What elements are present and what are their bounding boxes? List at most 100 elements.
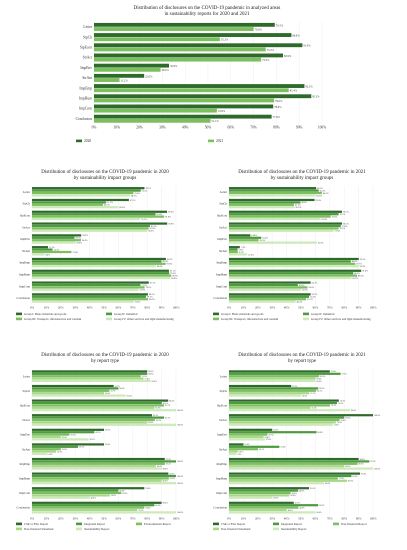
data-label: 54.0% bbox=[111, 495, 117, 497]
bar bbox=[229, 295, 310, 298]
bar bbox=[229, 511, 316, 514]
data-label: 50.0% bbox=[302, 290, 308, 292]
tick-label: 20% bbox=[255, 517, 261, 521]
legend-swatch bbox=[136, 522, 142, 526]
category-label: ImpHum bbox=[216, 477, 227, 481]
category-label: StrAct bbox=[22, 225, 30, 229]
legend-swatch bbox=[76, 522, 82, 526]
data-label: 30.0% bbox=[76, 242, 82, 244]
data-label: 90.0% bbox=[163, 468, 169, 470]
bar bbox=[94, 84, 305, 88]
data-label: 60.0% bbox=[316, 195, 322, 197]
bar bbox=[32, 265, 156, 268]
bar bbox=[94, 43, 303, 48]
chart-title: Distribution of disclosures on the COVID… bbox=[238, 353, 366, 364]
bar bbox=[32, 293, 148, 296]
data-label: 78.2% bbox=[146, 287, 152, 289]
data-label: 80.5% bbox=[149, 294, 155, 296]
bar bbox=[32, 511, 176, 514]
bar bbox=[32, 392, 104, 395]
tick-label: 50% bbox=[298, 306, 304, 310]
tick-label: 0% bbox=[227, 306, 232, 310]
legend-label: CSR or ESG Report bbox=[221, 522, 245, 526]
tick-label: 0% bbox=[30, 306, 35, 310]
bar bbox=[94, 67, 161, 72]
data-label: 88.9% bbox=[358, 275, 364, 277]
tick-label: 60% bbox=[116, 517, 122, 521]
data-label: 100.0% bbox=[177, 512, 184, 514]
legend-swatch bbox=[273, 522, 279, 526]
data-label: 72.0% bbox=[334, 425, 340, 427]
bar bbox=[32, 257, 166, 261]
data-label: 100.0% bbox=[374, 415, 381, 417]
data-label: 85.0% bbox=[155, 408, 161, 410]
bar bbox=[229, 288, 301, 291]
data-label: 20.0% bbox=[62, 437, 68, 439]
bar bbox=[229, 479, 348, 482]
chart-2020-report-type: Distribution of disclosures on the COVID… bbox=[10, 353, 200, 545]
data-label: 53.5% bbox=[307, 299, 313, 301]
data-label: 91.7% bbox=[165, 417, 171, 419]
data-label: 97.5% bbox=[370, 461, 376, 463]
bar bbox=[32, 222, 168, 225]
bar bbox=[32, 227, 149, 230]
tick-label: 60% bbox=[313, 306, 319, 310]
bar bbox=[32, 428, 104, 431]
legend-swatch bbox=[16, 317, 22, 321]
bar bbox=[229, 203, 294, 206]
category-label: StrAct bbox=[83, 56, 92, 60]
legend-swatch bbox=[273, 527, 279, 531]
bar bbox=[32, 198, 129, 202]
tick-label: 90% bbox=[159, 306, 165, 310]
bar bbox=[94, 118, 211, 123]
data-label: 30.0% bbox=[273, 498, 279, 500]
bar bbox=[229, 399, 339, 402]
data-label: 47.8% bbox=[299, 285, 305, 287]
data-label: 100.0% bbox=[177, 461, 184, 463]
bar bbox=[32, 409, 176, 412]
bar bbox=[229, 224, 341, 228]
category-label: StrAct bbox=[22, 418, 30, 422]
tick-label: 20% bbox=[136, 126, 143, 130]
data-label: 75.5% bbox=[142, 190, 148, 192]
data-label: 63.6% bbox=[322, 219, 328, 221]
tick-label: 80% bbox=[273, 126, 280, 130]
data-label: 56.5% bbox=[311, 408, 317, 410]
bar bbox=[229, 250, 238, 254]
data-label: 77.9% bbox=[273, 116, 281, 119]
category-label: ImpHum bbox=[216, 273, 227, 277]
data-label: 65.0% bbox=[127, 395, 133, 397]
data-label: 6.0% bbox=[239, 451, 244, 453]
bar bbox=[32, 496, 90, 499]
data-label: 20.0% bbox=[62, 449, 68, 451]
tick-label: 0% bbox=[30, 517, 35, 521]
chart-overall: Distribution of disclosures on the COVID… bbox=[70, 6, 344, 148]
data-label: 81.0% bbox=[150, 228, 156, 230]
category-label: ImpEmp bbox=[20, 462, 31, 466]
data-label: 80.0% bbox=[148, 374, 154, 376]
bar bbox=[32, 387, 119, 390]
bar bbox=[229, 236, 262, 239]
data-label: 56.7% bbox=[115, 386, 121, 388]
category-label: ImpHum bbox=[19, 477, 30, 481]
category-label: ImpCom bbox=[216, 284, 227, 288]
data-label: 81.9% bbox=[151, 226, 157, 228]
bar bbox=[229, 404, 330, 407]
data-label: 90.0% bbox=[163, 503, 169, 505]
category-label: StpCh bbox=[83, 35, 92, 39]
legend-label: Sustainability Report bbox=[84, 527, 110, 531]
bar bbox=[32, 462, 165, 465]
bar bbox=[94, 27, 254, 31]
data-label: 73.0% bbox=[138, 510, 144, 512]
data-label: 78.6% bbox=[274, 106, 282, 109]
bar bbox=[32, 394, 126, 397]
data-label: 56.7% bbox=[312, 294, 318, 296]
data-label: 64.5% bbox=[323, 193, 329, 195]
data-label: 90.0% bbox=[163, 481, 169, 483]
chart-2021-report-type: Distribution of disclosures on the COVID… bbox=[207, 353, 397, 545]
data-label: 55.6% bbox=[310, 297, 316, 299]
data-label: 81.1% bbox=[150, 282, 156, 284]
bar bbox=[32, 295, 146, 298]
bar bbox=[32, 253, 45, 256]
bar bbox=[32, 194, 131, 197]
